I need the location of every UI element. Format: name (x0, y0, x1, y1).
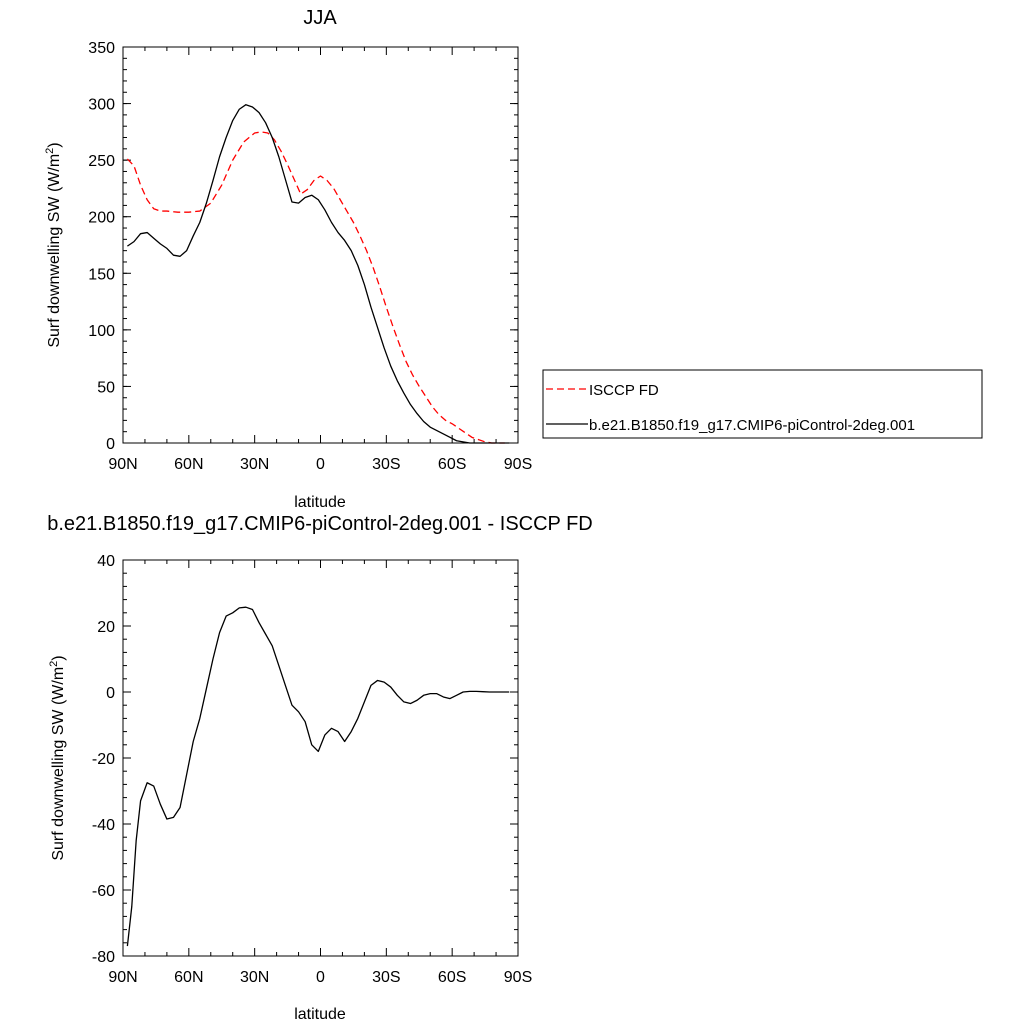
bottom-y-tick-label: 40 (97, 553, 115, 570)
top-y-tick-label: 50 (97, 379, 115, 396)
top-x-tick-label: 30N (240, 456, 269, 473)
bottom-series-line-0 (126, 606, 510, 947)
bottom-x-tick-label: 30S (372, 969, 400, 986)
top-x-tick-label: 30S (372, 456, 400, 473)
top-y-tick-label: 0 (106, 436, 115, 453)
top-series-line-1 (127, 104, 510, 444)
legend-label-isccp: ISCCP FD (589, 382, 659, 399)
bottom-panel: b.e21.B1850.f19_g17.CMIP6-piControl-2deg… (47, 513, 593, 1023)
top-y-tick-label: 150 (88, 266, 115, 283)
bottom-y-tick-label: -40 (92, 817, 115, 834)
top-panel: JJA 90N 60N 30N 0 30S 60S 90S 0 50 100 150 200 250 30… (44, 7, 532, 511)
bottom-x-tick-label: 0 (316, 969, 325, 986)
bottom-series-lines (126, 606, 510, 947)
bottom-x-tick-label: 60S (438, 969, 466, 986)
top-x-axis-label: latitude (294, 494, 346, 511)
bottom-x-axis-label: latitude (294, 1006, 346, 1023)
legend-label-model: b.e21.B1850.f19_g17.CMIP6-piControl-2deg… (589, 417, 915, 434)
bottom-y-tick-label: 0 (106, 685, 115, 702)
bottom-x-tick-label: 90N (108, 969, 137, 986)
top-y-tick-label: 200 (88, 210, 115, 227)
legend-box (542, 369, 983, 439)
top-axis-ticks: 90N 60N 30N 0 30S 60S 90S 0 50 100 150 200 250 300 350 (88, 40, 532, 473)
top-x-tick-label: 60N (174, 456, 203, 473)
bottom-y-axis-label: Surf downwelling SW (W/m2) (48, 655, 67, 860)
legend: ISCCP FD b.e21.B1850.f19_g17.CMIP6-piCon… (542, 369, 983, 439)
top-y-axis-label: Surf downwelling SW (W/m2) (44, 142, 63, 347)
bottom-y-tick-label: 20 (97, 619, 115, 636)
bottom-x-tick-label: 60N (174, 969, 203, 986)
bottom-plot-frame (122, 559, 519, 957)
top-y-tick-label: 100 (88, 323, 115, 340)
top-x-tick-label: 90S (504, 456, 532, 473)
bottom-chart-title: b.e21.B1850.f19_g17.CMIP6-piControl-2deg… (47, 513, 593, 535)
top-plot-frame (122, 46, 519, 444)
bottom-y-tick-label: -60 (92, 883, 115, 900)
top-x-tick-label: 90N (108, 456, 137, 473)
top-chart-title: JJA (303, 7, 337, 29)
top-series-line-0 (126, 131, 505, 444)
top-x-tick-label: 60S (438, 456, 466, 473)
top-y-tick-label: 250 (88, 153, 115, 170)
top-x-tick-label: 0 (316, 456, 325, 473)
bottom-x-tick-label: 90S (504, 969, 532, 986)
top-y-tick-label: 300 (88, 97, 115, 114)
bottom-x-tick-label: 30N (240, 969, 269, 986)
bottom-axis-ticks: 90N 60N 30N 0 30S 60S 90S -80 -60 -40 -20 0 20 40 (92, 553, 532, 986)
bottom-y-tick-label: -80 (92, 949, 115, 966)
top-y-tick-label: 350 (88, 40, 115, 57)
bottom-y-tick-label: -20 (92, 751, 115, 768)
top-series-lines (126, 104, 510, 444)
